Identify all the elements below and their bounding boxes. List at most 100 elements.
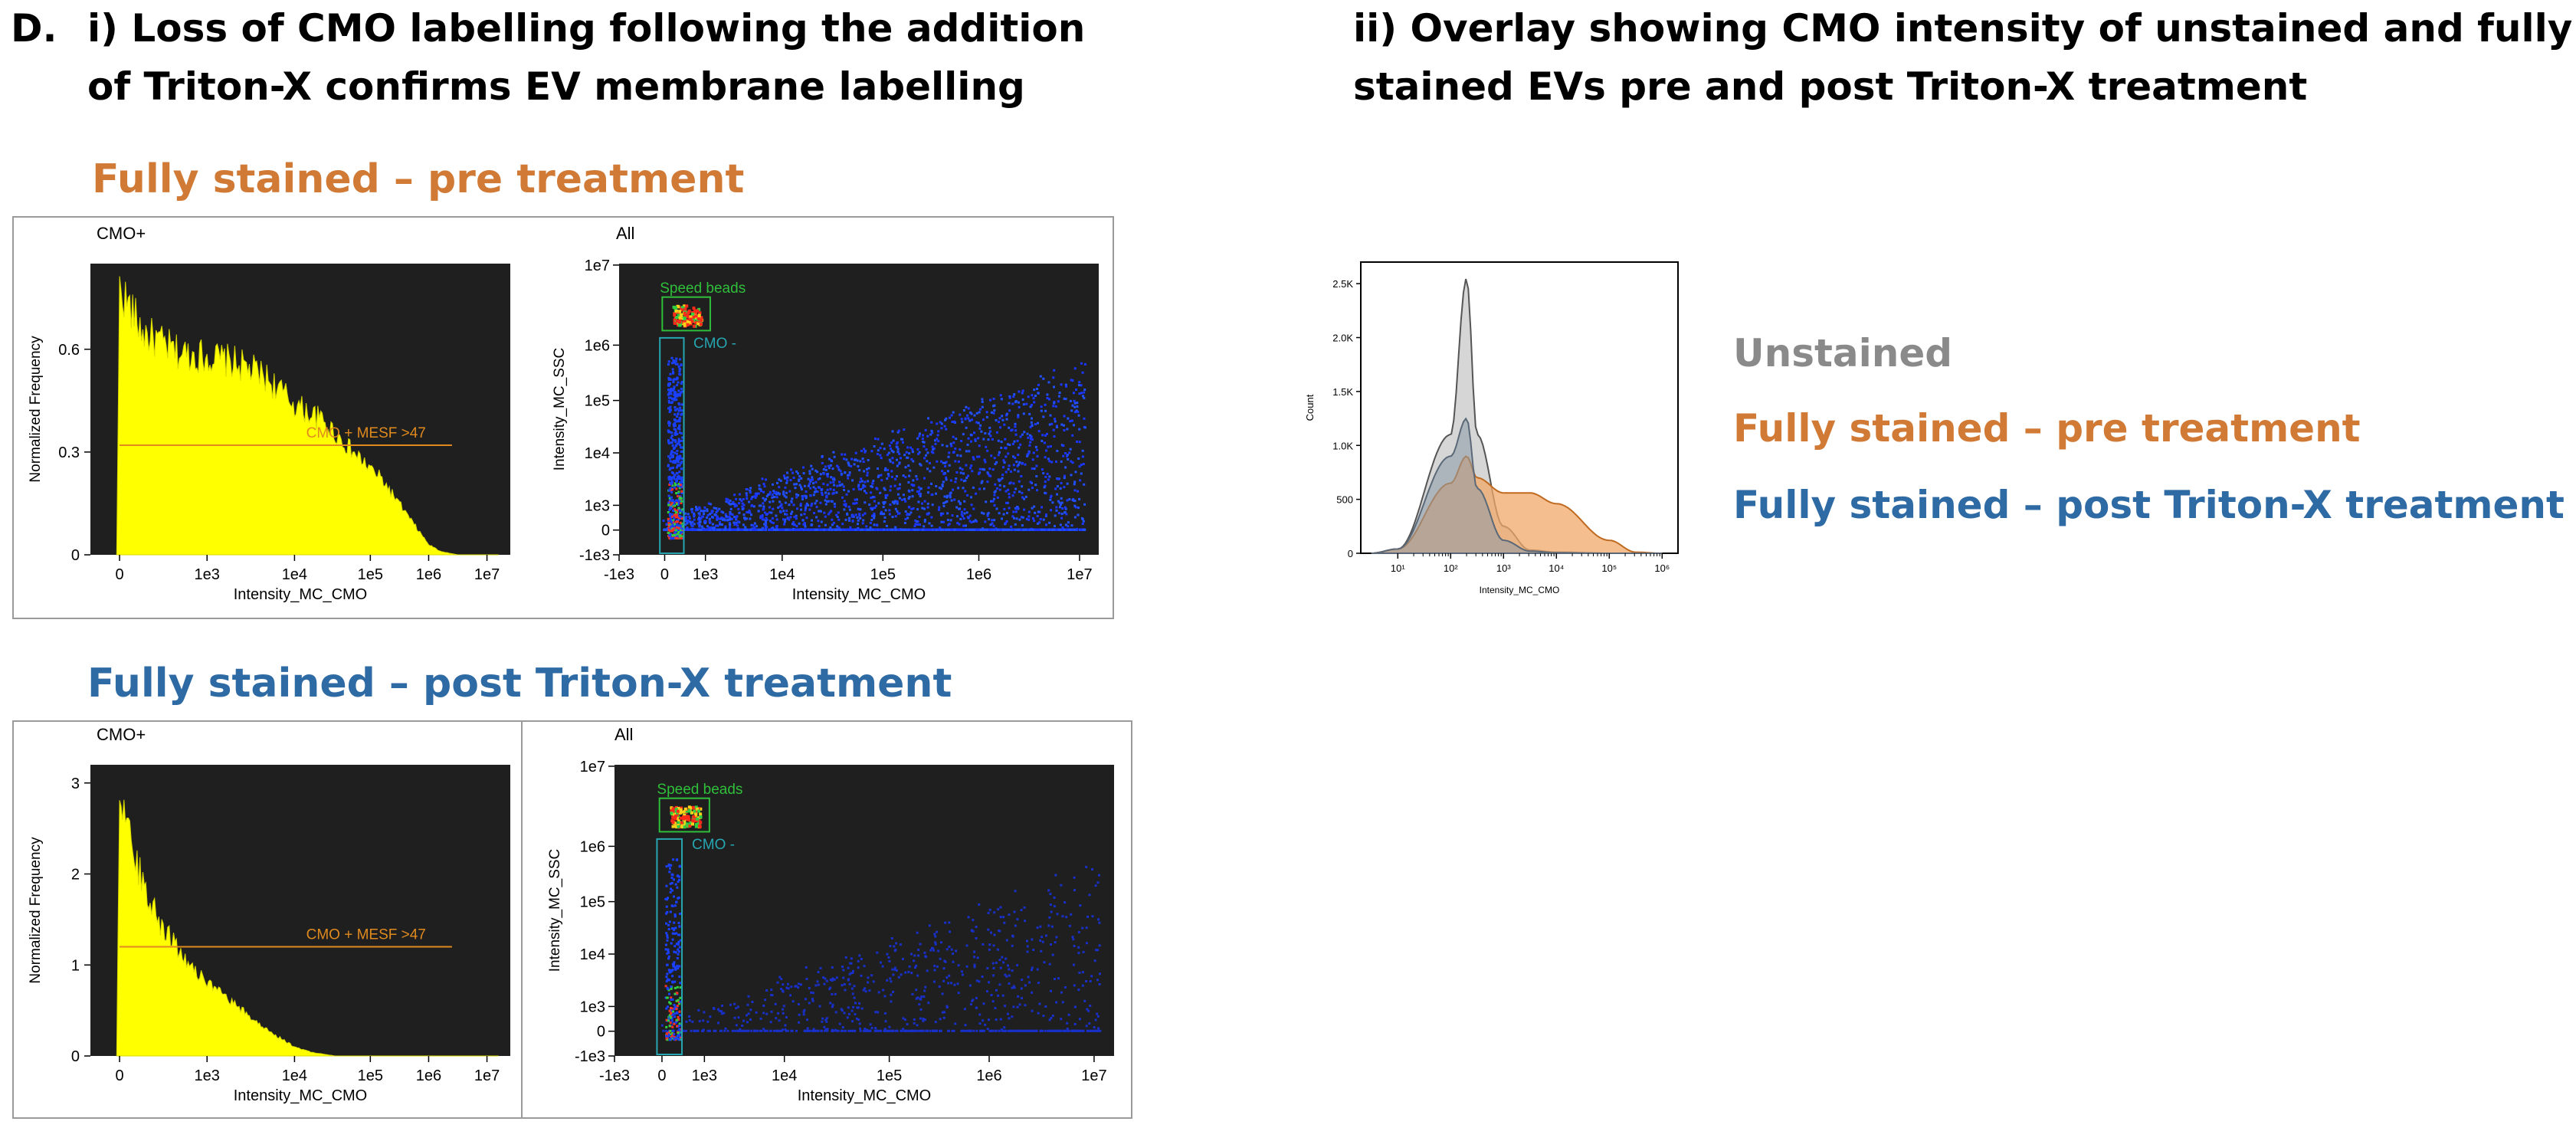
event-dot (866, 474, 869, 477)
event-dot (824, 1029, 827, 1032)
event-dot (670, 904, 673, 907)
event-dot (756, 1029, 759, 1032)
event-dot (860, 958, 863, 960)
event-dot (1076, 440, 1078, 443)
event-dot (1077, 946, 1080, 949)
event-dot (1014, 890, 1017, 893)
event-dot (1050, 943, 1052, 946)
event-dot (1067, 457, 1070, 461)
event-dot (895, 445, 898, 448)
scatter-points (660, 805, 1102, 1041)
event-dot (1064, 523, 1067, 526)
event-dot (1034, 511, 1037, 514)
event-dot (675, 395, 678, 398)
event-dot (1049, 445, 1052, 448)
event-dot (889, 460, 892, 463)
event-dot (873, 512, 876, 515)
event-dot (668, 468, 671, 471)
event-dot (739, 498, 742, 501)
event-dot (949, 496, 952, 499)
event-dot (916, 508, 919, 511)
event-dot (854, 451, 857, 454)
event-dot (970, 464, 973, 467)
event-dot (877, 1029, 880, 1032)
event-dot (970, 521, 973, 524)
event-dot (859, 1029, 862, 1032)
event-dot (679, 1000, 682, 1003)
event-dot (678, 865, 681, 868)
event-dot (694, 1029, 697, 1032)
event-dot (1031, 438, 1034, 441)
event-dot (1021, 997, 1023, 1000)
bead-dot (697, 809, 700, 813)
event-dot (681, 479, 684, 482)
event-dot (1032, 1029, 1035, 1032)
event-dot (1073, 402, 1077, 405)
event-dot (910, 507, 913, 510)
event-dot (1021, 524, 1024, 527)
event-dot (667, 494, 670, 497)
event-dot (706, 508, 709, 511)
event-dot (666, 978, 669, 981)
event-dot (990, 500, 992, 503)
bead-dot (689, 821, 693, 825)
event-dot (667, 363, 670, 366)
event-dot (695, 507, 698, 510)
event-dot (677, 409, 680, 412)
event-dot (784, 501, 787, 504)
event-dot (1093, 1026, 1096, 1029)
event-dot (832, 1029, 835, 1032)
event-dot (1044, 456, 1047, 459)
event-dot (794, 528, 797, 531)
event-dot (726, 1029, 729, 1032)
legend-post-treatment: Fully stained – post Triton-X treatment (1733, 483, 2565, 527)
event-dot (673, 1033, 676, 1036)
event-dot (912, 507, 915, 510)
event-dot (818, 510, 821, 513)
event-dot (1061, 915, 1064, 918)
event-dot (801, 496, 805, 499)
event-dot (959, 467, 962, 470)
event-dot (1029, 425, 1032, 428)
event-dot (669, 372, 672, 375)
event-dot (809, 494, 812, 497)
event-dot (1018, 518, 1021, 521)
event-dot (843, 1012, 846, 1015)
event-dot (673, 425, 677, 428)
event-dot (946, 1006, 949, 1008)
event-dot (791, 1029, 794, 1032)
event-dot (1060, 1018, 1063, 1021)
event-dot (962, 472, 965, 475)
event-dot (890, 475, 893, 478)
event-dot (941, 992, 944, 995)
event-dot (854, 458, 857, 461)
event-dot (676, 1025, 679, 1028)
event-dot (919, 495, 922, 497)
event-dot (1089, 980, 1092, 982)
event-dot (810, 991, 813, 994)
event-dot (1025, 402, 1028, 405)
event-dot (1071, 936, 1074, 939)
event-dot (677, 531, 680, 533)
event-dot (667, 522, 670, 525)
event-dot (680, 462, 683, 464)
event-dot (1040, 405, 1043, 408)
event-dot (1031, 969, 1033, 972)
event-dot (791, 510, 794, 513)
event-dot (1031, 425, 1034, 427)
event-dot (1008, 1017, 1011, 1020)
event-dot (940, 422, 943, 425)
event-dot (754, 528, 757, 531)
event-dot (1061, 528, 1064, 531)
event-dot (851, 514, 854, 517)
event-dot (998, 480, 1001, 483)
event-dot (948, 528, 950, 531)
event-dot (759, 1017, 762, 1020)
event-dot (666, 527, 669, 530)
event-dot (900, 1029, 903, 1032)
event-dot (671, 480, 673, 484)
bead-dot (677, 815, 680, 818)
event-dot (970, 929, 973, 932)
event-dot (759, 488, 762, 491)
event-dot (1014, 510, 1018, 513)
